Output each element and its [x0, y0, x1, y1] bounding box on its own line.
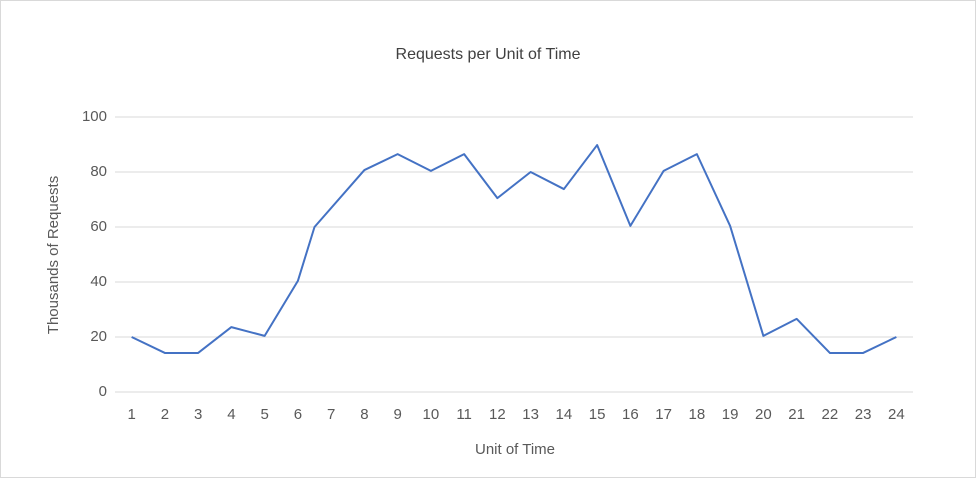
x-tick-label: 14 — [556, 406, 573, 423]
x-tick-label: 24 — [888, 406, 905, 423]
y-tick-label: 40 — [90, 273, 107, 290]
x-tick-label: 1 — [127, 406, 135, 423]
x-tick-label: 8 — [360, 406, 368, 423]
x-tick-label: 21 — [788, 406, 805, 423]
x-tick-label: 10 — [423, 406, 440, 423]
x-tick-label: 18 — [689, 406, 706, 423]
x-tick-label: 15 — [589, 406, 606, 423]
x-tick-label: 19 — [722, 406, 739, 423]
x-tick-label: 20 — [755, 406, 772, 423]
x-tick-label: 5 — [260, 406, 268, 423]
x-tick-label: 11 — [456, 406, 472, 423]
x-tick-label: 12 — [489, 406, 506, 423]
x-tick-label: 4 — [227, 406, 235, 423]
x-tick-label: 22 — [822, 406, 839, 423]
y-tick-label: 60 — [90, 218, 107, 235]
x-tick-label: 3 — [194, 406, 202, 423]
x-tick-label: 7 — [327, 406, 335, 423]
x-tick-label: 23 — [855, 406, 872, 423]
x-tick-label: 17 — [655, 406, 672, 423]
y-tick-label: 20 — [90, 328, 107, 345]
y-axis-label: Thousands of Requests — [45, 176, 62, 334]
y-tick-label: 0 — [99, 383, 107, 400]
chart-title: Requests per Unit of Time — [396, 46, 581, 63]
x-tick-label: 16 — [622, 406, 639, 423]
x-tick-label: 2 — [161, 406, 169, 423]
x-tick-label: 6 — [294, 406, 302, 423]
data-line — [131, 144, 897, 354]
y-tick-label: 100 — [82, 108, 107, 125]
x-tick-label: 9 — [393, 406, 401, 423]
x-tick-label: 13 — [522, 406, 539, 423]
y-tick-label: 80 — [90, 163, 107, 180]
x-axis-label: Unit of Time — [475, 441, 555, 458]
